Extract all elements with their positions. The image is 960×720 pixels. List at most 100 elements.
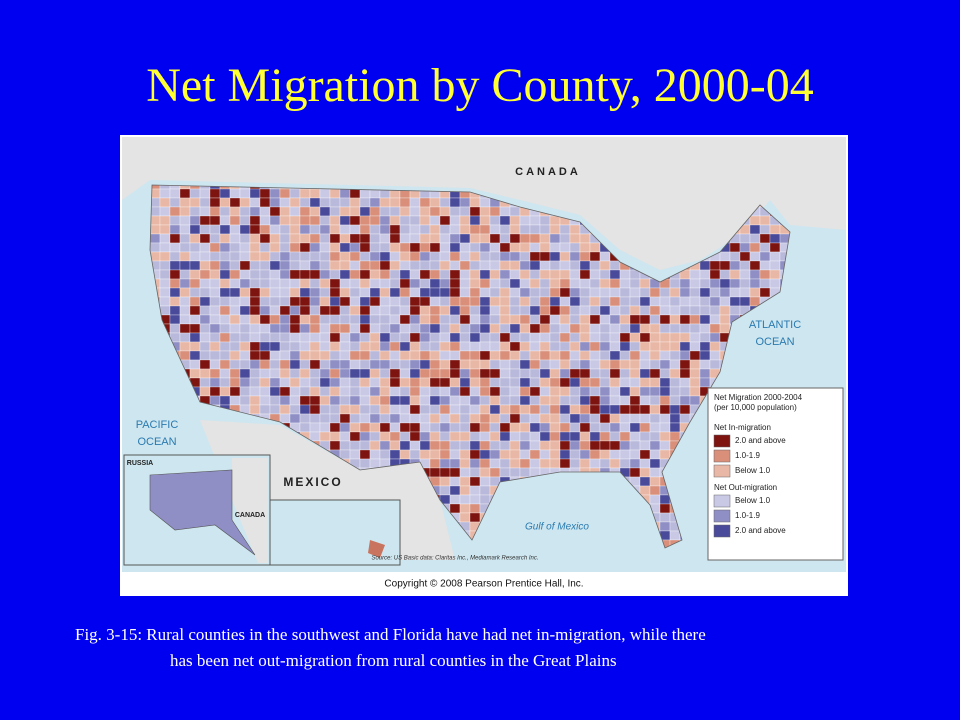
caption-line: has been net out-migration from rural co… [170, 651, 617, 670]
county [419, 197, 431, 208]
county [489, 296, 501, 307]
county [279, 368, 291, 379]
county [150, 224, 161, 235]
county [229, 341, 241, 352]
county [589, 350, 601, 361]
county [569, 368, 581, 379]
county [639, 368, 651, 379]
county [469, 404, 481, 415]
county [459, 422, 471, 433]
county [329, 206, 341, 217]
county [659, 413, 671, 424]
county [209, 260, 221, 271]
county [169, 269, 181, 280]
county [329, 359, 341, 370]
county [369, 233, 381, 244]
county [759, 242, 771, 253]
county [469, 314, 481, 325]
county [479, 296, 491, 307]
county [539, 269, 551, 280]
county [649, 386, 661, 397]
canada-land [122, 137, 846, 270]
county [469, 485, 481, 496]
county [729, 305, 741, 316]
county [449, 485, 461, 496]
county [349, 287, 361, 298]
county [329, 260, 341, 271]
county [239, 314, 251, 325]
county [599, 269, 611, 280]
county [589, 305, 601, 316]
county [669, 314, 681, 325]
county [409, 404, 421, 415]
county [649, 350, 661, 361]
county [279, 188, 291, 199]
county [759, 215, 771, 226]
county [639, 467, 651, 478]
county [679, 341, 691, 352]
county [379, 233, 391, 244]
county [329, 395, 341, 406]
county [469, 215, 481, 226]
county [589, 269, 601, 280]
county [389, 359, 401, 370]
county [739, 251, 751, 262]
county [439, 341, 451, 352]
county [509, 287, 521, 298]
county [709, 323, 721, 334]
county [279, 305, 291, 316]
county [499, 350, 511, 361]
county [389, 224, 401, 235]
county [309, 278, 321, 289]
county [159, 260, 171, 271]
source: Source: US Basic data: Claritas Inc., Me… [371, 556, 538, 562]
county [349, 224, 361, 235]
county [209, 314, 221, 325]
county [739, 287, 751, 298]
county [409, 197, 421, 208]
county [689, 377, 701, 388]
county [549, 413, 561, 424]
county [329, 332, 341, 343]
county [629, 296, 641, 307]
county [209, 242, 221, 253]
county [699, 269, 711, 280]
county [229, 224, 241, 235]
county [519, 395, 531, 406]
county [299, 224, 311, 235]
county [409, 431, 421, 442]
county [699, 359, 711, 370]
county [409, 332, 421, 343]
county [209, 377, 221, 388]
county [419, 449, 431, 460]
county [369, 458, 381, 469]
county [489, 449, 501, 460]
county [609, 377, 621, 388]
county [399, 359, 411, 370]
county [549, 323, 561, 334]
county [209, 359, 221, 370]
county [529, 278, 541, 289]
county [339, 296, 351, 307]
county [159, 233, 171, 244]
county [459, 224, 471, 235]
county [409, 368, 421, 379]
label-ocean: ATLANTIC [749, 319, 801, 331]
county [609, 404, 621, 415]
county [509, 467, 521, 478]
county [539, 377, 551, 388]
county [399, 323, 411, 334]
county [269, 296, 281, 307]
county [169, 233, 181, 244]
county [479, 233, 491, 244]
label-ocean: OCEAN [755, 336, 794, 348]
county [539, 341, 551, 352]
county [309, 197, 321, 208]
county [579, 449, 591, 460]
county [619, 368, 631, 379]
county [709, 287, 721, 298]
county [489, 395, 501, 406]
county [299, 323, 311, 334]
county [309, 431, 321, 442]
county [659, 296, 671, 307]
